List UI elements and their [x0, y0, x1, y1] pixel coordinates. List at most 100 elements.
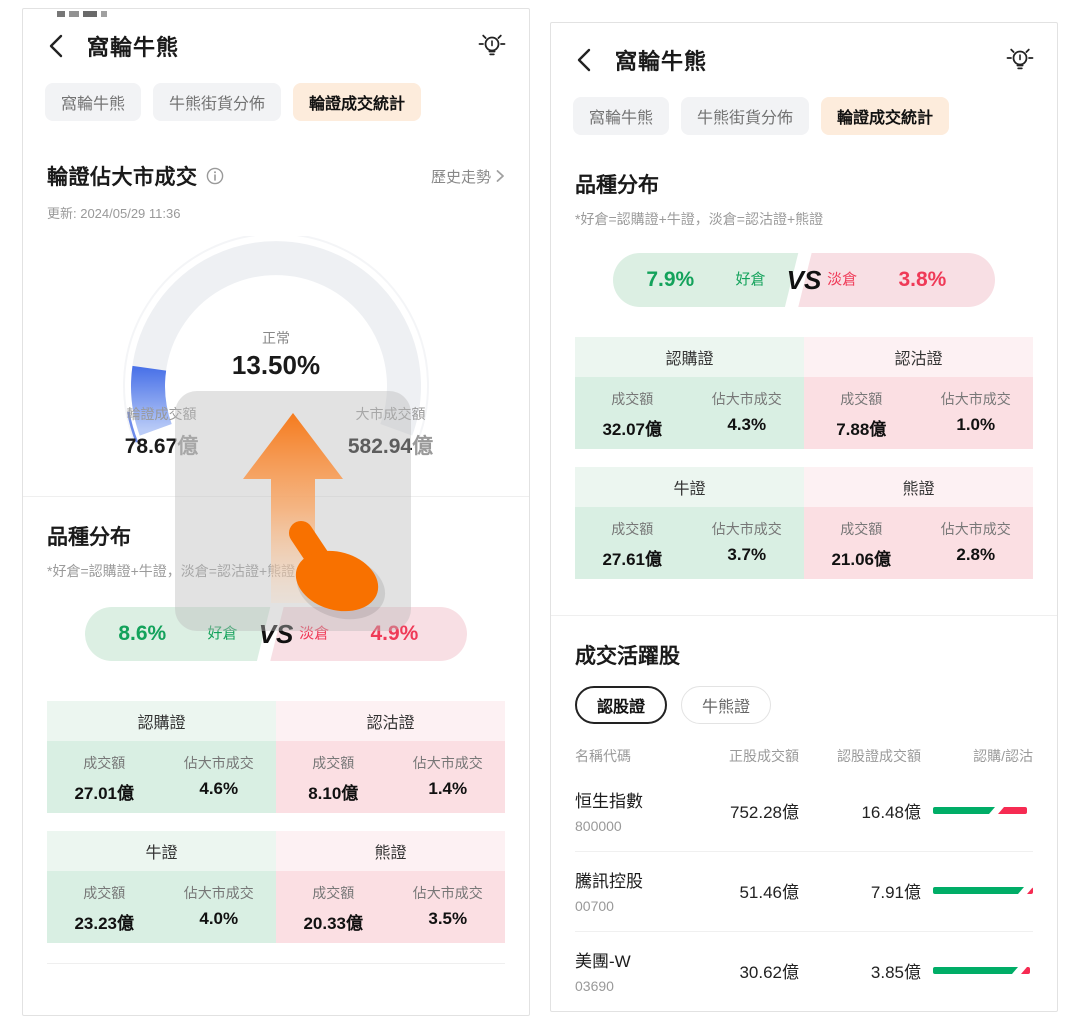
stock-name: 恒生指數	[575, 792, 643, 811]
back-button[interactable]	[573, 46, 601, 74]
turnover-value: 32.07億	[602, 420, 663, 439]
call-put-table: 認購證 成交額 32.07億 佔大市成交 4.3% 認沽證 成交額 7.88億 佔大市…	[575, 337, 1033, 449]
section-divider	[551, 615, 1057, 616]
gauge-status: 正常	[262, 330, 290, 346]
back-chevron-icon	[577, 48, 591, 72]
swipe-up-hand-icon	[243, 413, 386, 620]
bull-bear-table: 牛證 成交額 23.23億 佔大市成交 4.0% 熊證 成交額 20.33億 佔大市成…	[47, 831, 505, 943]
call-bar	[933, 887, 1024, 894]
share-label: 佔大市成交	[711, 521, 782, 537]
call-put-bar	[921, 967, 1033, 974]
warrant-turnover: 3.85億	[870, 963, 921, 982]
tab-warrants-cbbc[interactable]: 窩輪牛熊	[45, 83, 142, 121]
market-share-heading-row: 輪證佔大市成交 歷史走勢	[47, 161, 505, 191]
tab-street-distribution[interactable]: 牛熊街貨分佈	[681, 97, 810, 135]
right-screen: 窩輪牛熊 窩輪牛熊 牛熊街貨分佈 輪證成交統計 品種分布	[550, 22, 1058, 1012]
stock-row-hsi[interactable]: 恒生指數 800000 752.28億 16.48億	[575, 772, 1033, 852]
tab-bar: 窩輪牛熊 牛熊街貨分佈 輪證成交統計	[551, 97, 1057, 135]
share-value: 4.6%	[199, 779, 239, 798]
short-percent: 3.8%	[898, 268, 947, 291]
section-title: 輪證佔大市成交	[47, 166, 198, 189]
long-short-vs-bar: 8.6% 好倉 VS 淡倉 4.9%	[85, 607, 467, 661]
long-label: 好倉	[207, 625, 238, 642]
stat-value: 582.94億	[276, 430, 505, 460]
share-label: 佔大市成交	[183, 885, 254, 901]
lightbulb-icon[interactable]	[1005, 45, 1035, 75]
short-percent: 4.9%	[370, 622, 419, 645]
share-value: 3.7%	[727, 545, 767, 564]
short-label: 淡倉	[299, 625, 330, 642]
long-percent: 8.6%	[118, 622, 167, 645]
turnover-label: 成交額	[312, 885, 355, 901]
share-label: 佔大市成交	[940, 521, 1011, 537]
stock-turnover: 51.46億	[739, 883, 799, 902]
page-title: 窩輪牛熊	[87, 35, 180, 60]
turnover-label: 成交額	[611, 391, 654, 407]
turnover-value: 8.10億	[308, 784, 359, 803]
long-segment	[85, 607, 271, 661]
info-icon[interactable]	[206, 167, 224, 185]
turnover-label: 成交額	[83, 755, 126, 771]
share-label: 佔大市成交	[183, 755, 254, 771]
tab-turnover-stats[interactable]: 輪證成交統計	[293, 83, 422, 121]
stock-code: 03690	[575, 978, 614, 994]
share-value: 4.3%	[727, 415, 767, 434]
call-header: 認購證	[47, 701, 276, 741]
long-percent: 7.9%	[646, 268, 695, 291]
warrant-turnover-stat: 輪證成交額 78.67億	[47, 404, 276, 460]
vs-label: VS	[258, 619, 294, 649]
col-warrant-turnover: 認股證成交額	[837, 748, 921, 764]
tab-warrants-cbbc[interactable]: 窩輪牛熊	[573, 97, 670, 135]
stock-code: 00700	[575, 898, 614, 914]
turnover-value: 21.06億	[831, 550, 892, 569]
put-bar	[998, 807, 1027, 814]
history-trend-label: 歷史走勢	[430, 168, 491, 186]
gauge-readout: 正常 13.50%	[111, 328, 441, 381]
back-chevron-icon	[49, 34, 63, 58]
updated-timestamp: 更新: 2024/05/29 11:36	[47, 206, 181, 221]
clipped-content-fragment	[57, 11, 117, 17]
stat-unit: 億	[177, 435, 199, 458]
bull-column: 牛證 成交額 27.61億 佔大市成交 3.7%	[575, 467, 804, 579]
gauge-percent: 13.50%	[231, 350, 321, 380]
stock-row-meituan[interactable]: 美團-W 03690 30.62億 3.85億	[575, 932, 1033, 1011]
variety-note: *好倉=認購證+牛證，淡倉=認沽證+熊證	[47, 563, 296, 579]
stat-unit: 億	[412, 435, 434, 458]
bear-column: 熊證 成交額 21.06億 佔大市成交 2.8%	[804, 467, 1033, 579]
back-button[interactable]	[45, 32, 73, 60]
active-stocks-title: 成交活躍股	[575, 645, 680, 668]
short-segment	[270, 607, 467, 661]
call-put-bar	[921, 807, 1033, 814]
stock-row-tencent[interactable]: 騰訊控股 00700 51.46億 7.91億	[575, 852, 1033, 932]
bull-header: 牛證	[47, 831, 276, 871]
bull-bear-table: 牛證 成交額 27.61億 佔大市成交 3.7% 熊證 成交額 21.06億 佔大市成…	[575, 467, 1033, 579]
bear-column: 熊證 成交額 20.33億 佔大市成交 3.5%	[276, 831, 505, 943]
stock-turnover: 30.62億	[739, 963, 799, 982]
turnover-value: 27.61億	[602, 550, 663, 569]
bottom-divider	[47, 963, 505, 964]
bear-header: 熊證	[804, 467, 1033, 507]
page-title: 窩輪牛熊	[615, 49, 708, 74]
put-column: 認沽證 成交額 8.10億 佔大市成交 1.4%	[276, 701, 505, 813]
turnover-stats: 輪證成交額 78.67億 大市成交額 582.94億	[47, 404, 505, 460]
share-value: 1.4%	[428, 779, 468, 798]
share-label: 佔大市成交	[412, 885, 483, 901]
filter-cbbc[interactable]: 牛熊證	[681, 686, 772, 724]
active-stocks-filters: 認股證 牛熊證	[575, 686, 1033, 724]
tab-turnover-stats[interactable]: 輪證成交統計	[821, 97, 950, 135]
swipe-up-gesture-overlay	[175, 391, 411, 631]
put-header: 認沽證	[276, 701, 505, 741]
lightbulb-icon[interactable]	[477, 31, 507, 61]
long-short-vs-bar: 7.9% 好倉 VS 淡倉 3.8%	[613, 253, 995, 307]
filter-warrants[interactable]: 認股證	[575, 686, 668, 724]
tab-street-distribution[interactable]: 牛熊街貨分佈	[153, 83, 282, 121]
turnover-value: 20.33億	[303, 914, 364, 933]
share-value: 1.0%	[956, 415, 996, 434]
share-label: 佔大市成交	[940, 391, 1011, 407]
variety-title: 品種分布	[575, 174, 659, 197]
warrant-turnover: 16.48億	[861, 803, 921, 822]
short-segment	[798, 253, 995, 307]
stat-number: 582.94	[347, 435, 413, 458]
variety-note: *好倉=認購證+牛證，淡倉=認沽證+熊證	[575, 211, 824, 227]
history-trend-link[interactable]: 歷史走勢	[431, 166, 505, 187]
